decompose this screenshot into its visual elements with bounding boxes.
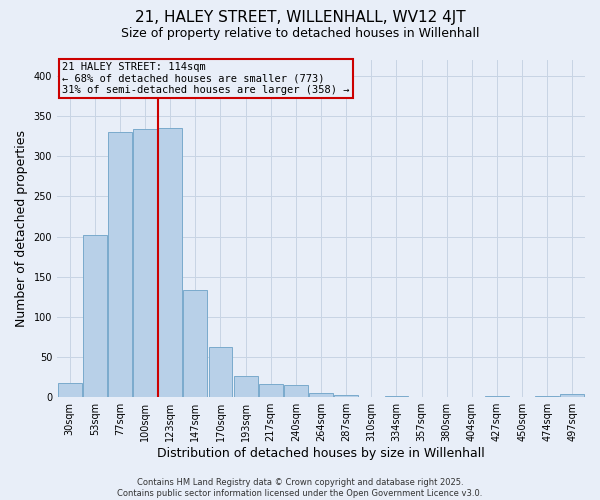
Bar <box>259 384 283 397</box>
Bar <box>560 394 584 397</box>
Bar <box>158 128 182 397</box>
Bar <box>83 235 107 397</box>
Bar <box>485 396 509 397</box>
Bar <box>309 393 333 397</box>
Bar <box>209 348 232 397</box>
Y-axis label: Number of detached properties: Number of detached properties <box>15 130 28 327</box>
Text: Size of property relative to detached houses in Willenhall: Size of property relative to detached ho… <box>121 28 479 40</box>
Bar <box>284 385 308 397</box>
Text: Contains HM Land Registry data © Crown copyright and database right 2025.
Contai: Contains HM Land Registry data © Crown c… <box>118 478 482 498</box>
X-axis label: Distribution of detached houses by size in Willenhall: Distribution of detached houses by size … <box>157 447 485 460</box>
Bar <box>233 376 257 397</box>
Text: 21, HALEY STREET, WILLENHALL, WV12 4JT: 21, HALEY STREET, WILLENHALL, WV12 4JT <box>134 10 466 25</box>
Bar <box>133 129 157 397</box>
Bar <box>334 395 358 397</box>
Bar <box>535 396 559 397</box>
Bar <box>108 132 132 397</box>
Bar <box>385 396 409 397</box>
Bar <box>58 383 82 397</box>
Bar <box>184 290 207 397</box>
Text: 21 HALEY STREET: 114sqm
← 68% of detached houses are smaller (773)
31% of semi-d: 21 HALEY STREET: 114sqm ← 68% of detache… <box>62 62 350 95</box>
